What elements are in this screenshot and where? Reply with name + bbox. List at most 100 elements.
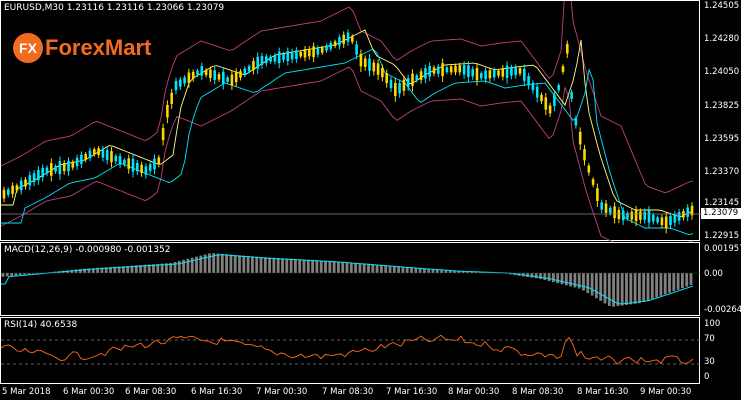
macd-histogram-bar — [556, 273, 560, 284]
rsi-line — [1, 334, 694, 365]
price-tick-1: 1.24280 — [704, 34, 740, 44]
candle-body — [424, 68, 427, 79]
macd-histogram-bar — [27, 273, 31, 275]
macd-histogram-bar — [354, 263, 357, 273]
macd-histogram-bar — [87, 268, 91, 273]
price-chart-pane[interactable]: EURUSD,M30 1.23116 1.23116 1.23066 1.230… — [0, 0, 701, 242]
candle-body — [351, 36, 354, 42]
candle-body — [50, 163, 53, 176]
time-label-9: 8 Mar 16:30 — [577, 387, 629, 397]
macd-histogram-bar — [281, 258, 284, 273]
macd-histogram-bar — [173, 262, 177, 273]
macd-histogram-bar — [302, 259, 306, 273]
price-tick-7: 1.22915 — [704, 231, 740, 241]
candle-body — [381, 67, 384, 78]
candle-body — [226, 77, 229, 82]
candle-body — [609, 207, 612, 214]
candle-body — [480, 73, 483, 79]
macd-histogram-bar — [268, 257, 271, 273]
macd-histogram-bar — [156, 263, 160, 273]
macd-histogram-bar — [117, 266, 121, 273]
candle-body — [497, 70, 500, 76]
candle-body — [325, 45, 328, 51]
candle-body — [170, 92, 173, 104]
candle-body — [449, 66, 453, 73]
macd-histogram-bar — [212, 253, 216, 273]
candle-body — [394, 82, 397, 96]
macd-histogram-bar — [208, 253, 211, 273]
macd-histogram-bar — [341, 262, 345, 273]
candle-body — [269, 56, 272, 62]
candle-body — [191, 71, 195, 79]
candle-body — [80, 154, 83, 164]
candle-body — [243, 68, 247, 75]
candle-body — [647, 210, 651, 223]
macd-histogram-bar — [547, 273, 551, 282]
macd-histogram-bar — [638, 273, 641, 304]
macd-histogram-bar — [659, 273, 663, 296]
candle-body — [282, 54, 285, 60]
macd-histogram-bar — [122, 266, 125, 273]
candle-body — [587, 165, 591, 173]
macd-indicator-pane[interactable]: MACD(12,26,9) -0.000980 -0.001352 — [0, 242, 701, 316]
macd-histogram-bar — [109, 267, 112, 273]
price-chart-canvas[interactable] — [1, 1, 701, 242]
macd-histogram-bar — [461, 271, 465, 273]
candle-body — [673, 214, 677, 223]
price-tick-0: 1.24505 — [704, 1, 740, 11]
macd-histogram-bar — [590, 273, 594, 296]
candle-body — [217, 73, 221, 80]
macd-histogram-bar — [152, 264, 155, 273]
candle-body — [385, 73, 388, 84]
candle-body — [166, 104, 169, 118]
candle-body — [127, 158, 130, 169]
candle-body — [333, 41, 337, 47]
candle-body — [200, 66, 204, 76]
macd-histogram-bar — [470, 271, 474, 273]
candle-body — [140, 164, 143, 173]
candle-body — [24, 179, 27, 187]
macd-histogram-bar — [564, 273, 568, 286]
candle-body — [118, 156, 122, 165]
candle-body — [136, 163, 139, 172]
rsi-indicator-pane[interactable]: RSI(14) 40.6538 — [0, 317, 701, 384]
macd-histogram-bar — [444, 270, 448, 273]
time-label-6: 7 Mar 16:30 — [386, 387, 438, 397]
rsi-tick-30: 30 — [704, 357, 715, 367]
candle-body — [144, 166, 148, 175]
macd-histogram-bar — [319, 260, 323, 273]
macd-histogram-bar — [685, 273, 689, 287]
moving-average-slow — [1, 48, 694, 236]
macd-histogram-bar — [229, 254, 233, 273]
macd-histogram-bar — [14, 273, 18, 276]
rsi-tick-70: 70 — [704, 334, 715, 344]
candle-body — [131, 158, 135, 172]
candle-body — [626, 213, 629, 219]
candle-body — [488, 70, 492, 79]
candle-body — [320, 47, 324, 53]
candle-body — [475, 67, 479, 81]
macd-histogram-bar — [371, 264, 375, 273]
macd-histogram-bar — [1, 273, 5, 277]
macd-signal-line — [1, 254, 694, 305]
macd-histogram-bar — [5, 273, 9, 277]
macd-histogram-bar — [440, 270, 443, 273]
candle-body — [299, 51, 302, 57]
macd-histogram-bar — [186, 258, 190, 273]
candle-body — [196, 70, 199, 76]
bollinger-lower-band — [1, 66, 694, 242]
macd-histogram-bar — [139, 265, 142, 273]
candle-body — [406, 78, 410, 87]
macd-histogram-bar — [423, 268, 426, 273]
price-tick-2: 1.24050 — [704, 67, 740, 77]
macd-histogram-bar — [384, 265, 388, 273]
candle-body — [604, 203, 608, 213]
candle-body — [157, 157, 161, 165]
candle-body — [239, 71, 242, 78]
macd-histogram-bar — [126, 265, 130, 273]
candle-body — [690, 205, 694, 216]
candle-body — [58, 161, 62, 175]
macd-histogram-bar — [539, 273, 542, 279]
candle-body — [32, 173, 36, 183]
macd-histogram-bar — [83, 268, 87, 273]
